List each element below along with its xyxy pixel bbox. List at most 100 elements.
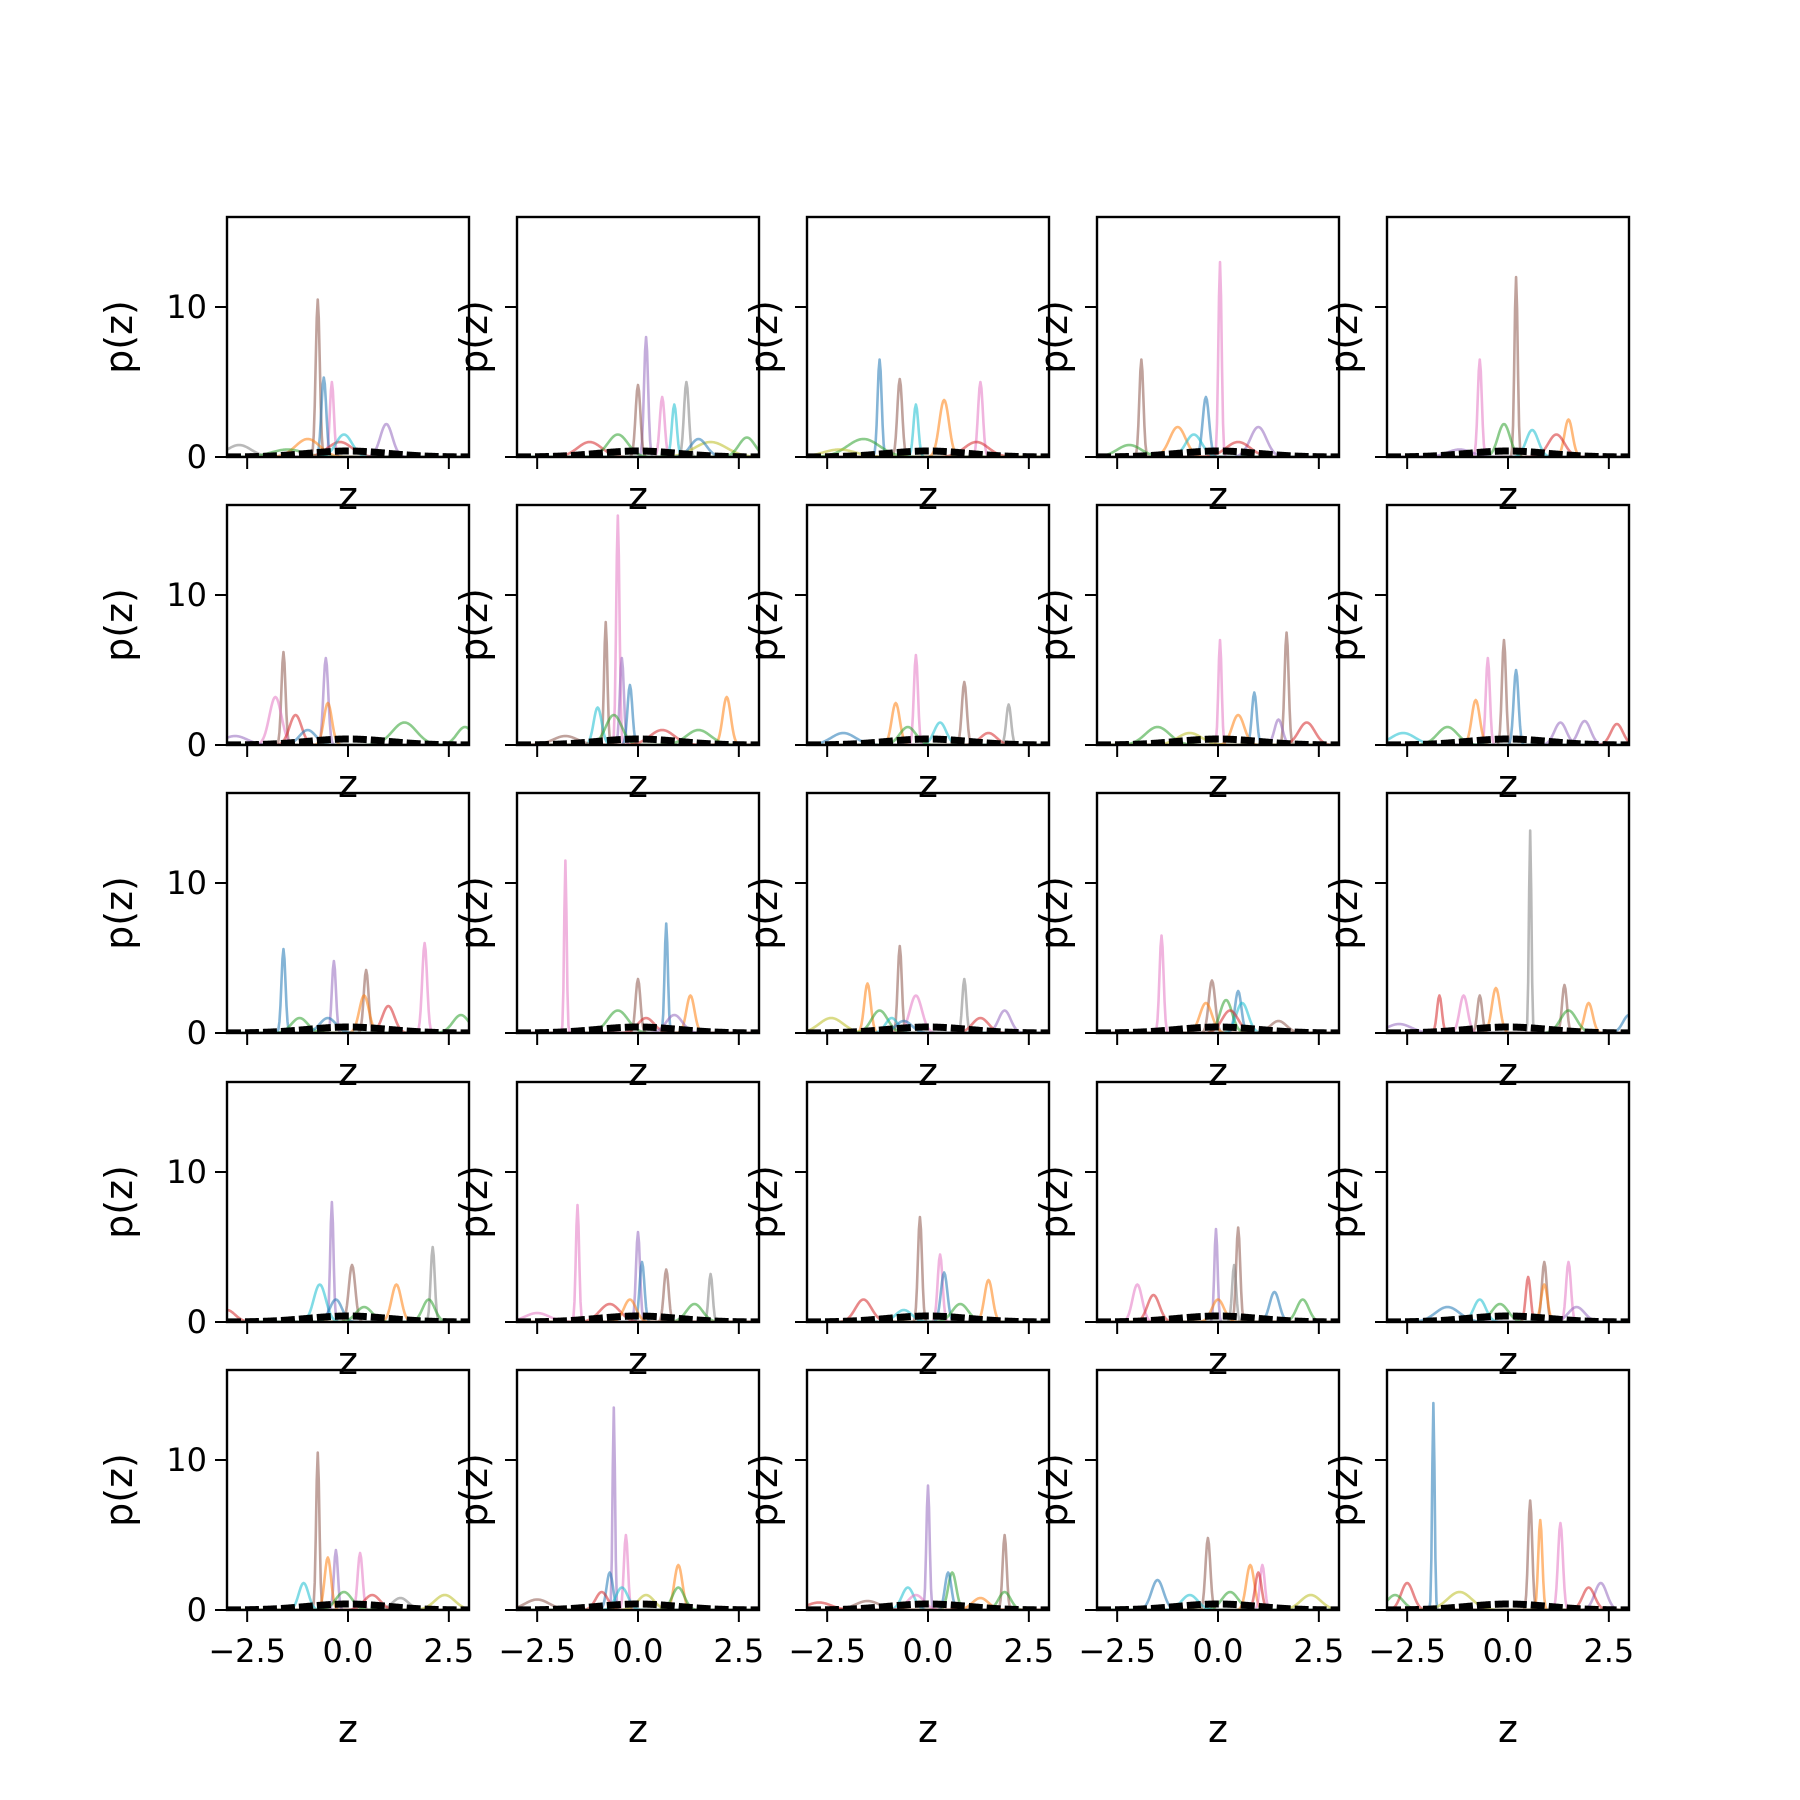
subplot-r5-c2: −2.5 0.0 2.5 z p(z) [452,1368,764,1751]
x-tick-label: 0.0 [903,1632,954,1670]
x-tick-label: 0.0 [1193,1632,1244,1670]
x-axis-label: z [628,1050,648,1094]
subplot-r2-c3: z p(z) [742,503,1051,806]
series-line-gray-4 [807,703,1049,745]
y-axis-label: p(z) [1322,876,1366,950]
x-tick-label: 2.5 [423,1632,474,1670]
y-axis-label: p(z) [1032,300,1076,374]
subplot-r4-c5: z p(z) [1322,1080,1631,1383]
x-axis-label: z [918,1707,938,1751]
y-tick-label: 0 [187,726,207,764]
x-axis-label: z [1208,1050,1228,1094]
series-line-gray-2 [227,1245,469,1322]
y-axis-label: p(z) [97,1453,141,1527]
x-tick-label: 2.5 [1003,1632,1054,1670]
subplot-grid: 0 10 z p(z) z p(z) z p(z) z p(z) z p(z) 0 10 z p(z) z p(z… [97,215,1634,1751]
y-axis-label: p(z) [1322,588,1366,662]
y-axis-label: p(z) [97,588,141,662]
y-tick-label: 10 [166,576,207,614]
y-axis-label: p(z) [742,1165,786,1239]
x-axis-label: z [628,474,648,518]
x-axis-label: z [1498,762,1518,806]
x-axis-label: z [1208,1707,1228,1751]
x-tick-label: 2.5 [713,1632,764,1670]
x-axis-label: z [1498,474,1518,518]
y-axis-label: p(z) [1032,588,1076,662]
series-line-green-9 [227,1590,469,1610]
subplot-r4-c1: 0 10 z p(z) [97,1080,471,1383]
series-line-red-5 [1097,721,1339,745]
subplot-r5-c4: −2.5 0.0 2.5 z p(z) [1032,1368,1344,1751]
series-line-purple-8 [1387,1305,1629,1322]
subplot-r1-c3: z p(z) [742,215,1051,518]
series-line-brown-2 [517,383,759,457]
series-line-green-6 [807,1590,1049,1610]
x-axis-label: z [628,762,648,806]
subplot-r5-c1: 0 10 −2.5 0.0 2.5 z p(z) [97,1368,474,1751]
series-line-brown-9 [517,734,759,745]
x-tick-label: −2.5 [498,1632,576,1670]
x-axis-label: z [1208,1339,1228,1383]
y-axis-label: p(z) [452,1453,496,1527]
x-axis-label: z [338,1707,358,1751]
y-tick-label: 10 [166,1441,207,1479]
subplot-r1-c1: 0 10 z p(z) [97,215,471,518]
series-line-brown-3 [227,1263,469,1322]
y-axis-label: p(z) [1322,300,1366,374]
subplot-r5-c5: −2.5 0.0 2.5 z p(z) [1322,1368,1634,1751]
series-line-olive-8 [807,448,1049,457]
x-axis-label: z [338,762,358,806]
series-line-green-6 [1097,1298,1339,1322]
y-axis-label: p(z) [452,876,496,950]
subplot-r2-c4: z p(z) [1032,503,1341,806]
y-axis-label: p(z) [742,1453,786,1527]
series-line-brown-2 [807,1533,1049,1610]
subplot-r3-c3: z p(z) [742,791,1051,1094]
series-line-red-8 [227,440,469,457]
series-line-green-4 [1097,998,1339,1033]
series-line-orange-6 [517,695,759,745]
y-axis-label: p(z) [742,876,786,950]
x-tick-label: 0.0 [613,1632,664,1670]
x-axis-label: z [918,1339,938,1383]
y-axis-label: p(z) [1032,1165,1076,1239]
y-axis-label: p(z) [742,588,786,662]
x-axis-label: z [1498,1339,1518,1383]
x-axis-label: z [628,1339,648,1383]
series-line-pink-1 [1097,260,1339,457]
series-line-purple-1 [1097,1227,1339,1322]
series-line-red-10 [517,728,759,745]
x-axis-label: z [918,1050,938,1094]
series-line-brown-2 [1097,358,1339,457]
x-axis-label: z [1208,474,1228,518]
y-axis-label: p(z) [1032,876,1076,950]
x-axis-label: z [918,762,938,806]
x-axis-label: z [918,474,938,518]
subplot-r2-c5: z p(z) [1322,503,1631,806]
series-line-green-6 [1097,443,1339,457]
x-axis-label: z [1498,1707,1518,1751]
x-axis-label: z [628,1707,648,1751]
series-line-purple-1 [807,1484,1049,1610]
series-line-olive-8 [517,440,759,457]
subplot-r1-c4: z p(z) [1032,215,1341,518]
y-tick-label: 0 [187,1591,207,1629]
subplot-r3-c4: z p(z) [1032,791,1341,1094]
series-line-pink-1 [1097,638,1339,745]
series-line-green-7 [1097,725,1339,745]
subplot-r1-c5: z p(z) [1322,215,1631,518]
x-tick-label: 2.5 [1293,1632,1344,1670]
y-axis-label: p(z) [97,1165,141,1239]
series-line-orange-7 [1387,1001,1629,1033]
series-line-olive-6 [1097,1593,1339,1610]
series-line-pink-3 [1097,1283,1339,1322]
series-line-brown-3 [517,977,759,1033]
series-line-purple-2 [517,1230,759,1322]
x-tick-label: −2.5 [1078,1632,1156,1670]
x-tick-label: 0.0 [1483,1632,1534,1670]
subplot-r3-c5: z p(z) [1322,791,1631,1094]
series-line-red-6 [1387,1586,1629,1610]
series-line-pink-3 [227,941,469,1033]
y-tick-label: 0 [187,1014,207,1052]
series-line-green-6 [227,1298,469,1322]
